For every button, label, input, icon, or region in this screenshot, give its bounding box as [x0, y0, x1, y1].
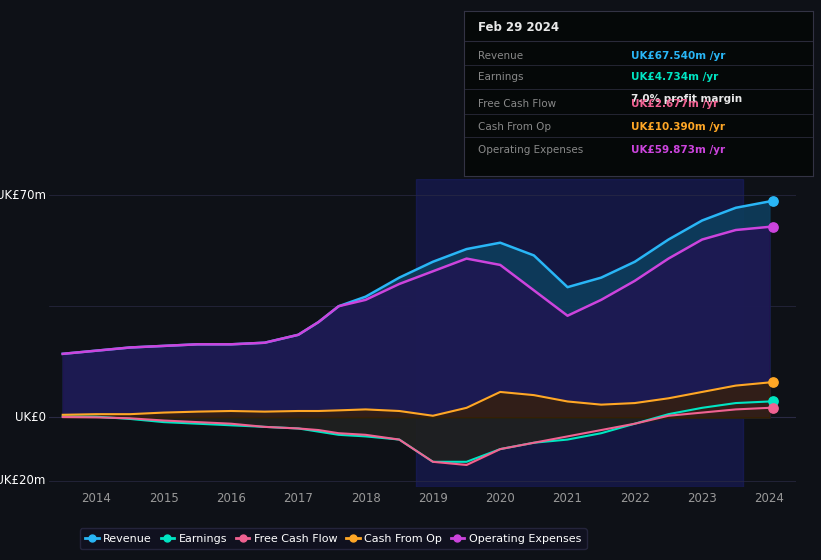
Point — [766, 197, 779, 206]
Text: Revenue: Revenue — [478, 51, 523, 61]
Text: Operating Expenses: Operating Expenses — [478, 145, 583, 155]
Text: UK£0: UK£0 — [15, 411, 45, 424]
Text: UK£4.734m /yr: UK£4.734m /yr — [631, 72, 718, 82]
Point — [766, 403, 779, 412]
Text: UK£2.677m /yr: UK£2.677m /yr — [631, 99, 718, 109]
Text: Free Cash Flow: Free Cash Flow — [478, 99, 556, 109]
Text: UK£70m: UK£70m — [0, 189, 45, 202]
Text: UK£10.390m /yr: UK£10.390m /yr — [631, 122, 725, 132]
Text: Cash From Op: Cash From Op — [478, 122, 551, 132]
Bar — [416, 179, 742, 487]
Text: UK£67.540m /yr: UK£67.540m /yr — [631, 51, 726, 61]
Point — [766, 397, 779, 406]
Text: Feb 29 2024: Feb 29 2024 — [478, 21, 559, 34]
Text: Earnings: Earnings — [478, 72, 523, 82]
Point — [766, 222, 779, 231]
Text: 7.0% profit margin: 7.0% profit margin — [631, 94, 742, 104]
Text: UK£59.873m /yr: UK£59.873m /yr — [631, 145, 726, 155]
Legend: Revenue, Earnings, Free Cash Flow, Cash From Op, Operating Expenses: Revenue, Earnings, Free Cash Flow, Cash … — [80, 528, 586, 549]
Point — [766, 378, 779, 387]
Text: -UK£20m: -UK£20m — [0, 474, 45, 487]
